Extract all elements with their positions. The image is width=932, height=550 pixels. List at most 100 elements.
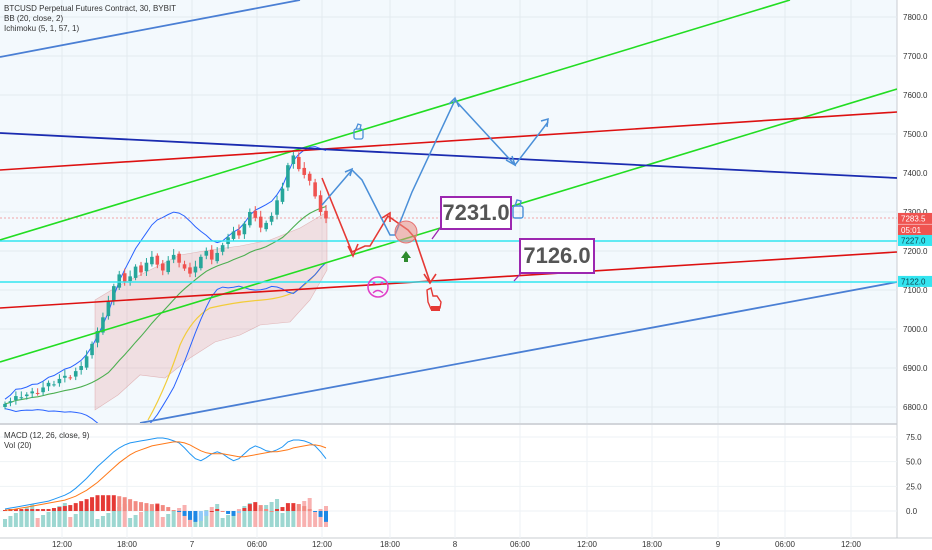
macd-tick-label: 50.0 xyxy=(906,458,922,467)
histogram-bar xyxy=(324,511,328,522)
arrow-head-down-2 xyxy=(423,273,437,285)
histogram-bar xyxy=(84,499,89,511)
volume-bar xyxy=(79,511,84,527)
candle-body xyxy=(182,264,187,269)
volume-bar xyxy=(57,506,62,527)
candle-body xyxy=(106,301,111,317)
candle-body xyxy=(41,387,45,393)
time-tick-label: 06:00 xyxy=(510,540,531,549)
histogram-bar xyxy=(41,509,46,511)
volume-bar xyxy=(307,498,312,527)
histogram-bar xyxy=(204,511,209,516)
volume-bar xyxy=(318,509,323,527)
histogram-bar xyxy=(280,507,285,511)
macd-legend-block: MACD (12, 26, close, 9) Vol (20) xyxy=(4,431,89,451)
histogram-bar xyxy=(13,509,18,511)
green-up-arrow-icon xyxy=(401,251,411,262)
candle-body xyxy=(313,182,317,197)
ichimoku-cloud xyxy=(94,211,328,411)
candle-body xyxy=(122,273,127,283)
volume-bar xyxy=(187,519,192,527)
histogram-bar xyxy=(318,511,323,517)
macd-histogram xyxy=(3,495,328,522)
histogram-bar xyxy=(236,511,241,513)
green-channel-upper[interactable] xyxy=(0,0,791,241)
bollinger-bands xyxy=(4,146,327,423)
histogram-bar xyxy=(95,495,100,511)
red-trendline-upper[interactable] xyxy=(0,111,897,171)
histogram-bar xyxy=(285,503,290,511)
signal-line xyxy=(5,441,327,511)
candle-body xyxy=(307,173,312,181)
ichimoku-legend[interactable]: Ichimoku (5, 1, 57, 1) xyxy=(4,24,80,33)
vol-legend[interactable]: Vol (20) xyxy=(4,441,32,450)
histogram-bar xyxy=(128,499,133,511)
candle-body xyxy=(237,230,241,236)
volume-bar xyxy=(144,509,149,527)
bb-legend[interactable]: BB (20, close, 2) xyxy=(4,14,64,23)
volume-bar xyxy=(171,511,176,527)
target-high-label: 7231.0 xyxy=(442,200,510,225)
macd-grid xyxy=(0,425,897,538)
volume-bar xyxy=(62,503,67,527)
candle-body xyxy=(269,215,274,222)
histogram-bar xyxy=(3,510,7,512)
macd-pane-background xyxy=(0,425,897,538)
histogram-bar xyxy=(198,511,203,521)
price-tick-label: 7000.0 xyxy=(903,325,928,334)
reversal-circle[interactable] xyxy=(394,220,418,244)
histogram-bar xyxy=(171,510,176,512)
red-trendline-lower[interactable] xyxy=(0,251,897,309)
candle-body xyxy=(324,210,328,219)
candle-body xyxy=(242,223,247,235)
histogram-bar xyxy=(122,497,127,511)
histogram-bar xyxy=(264,509,269,511)
blue-trendline-bottom[interactable] xyxy=(139,281,897,423)
target-high-callout[interactable]: 7231.0 xyxy=(440,196,512,230)
price-tick-label: 7100.0 xyxy=(903,286,928,295)
price-axis[interactable]: 7800.0 7700.0 7600.0 7500.0 7400.0 7300.0 7200… xyxy=(903,13,928,412)
candle-body xyxy=(52,384,56,386)
volume-bar xyxy=(139,512,144,527)
volume-bar xyxy=(24,507,29,527)
target-low-callout[interactable]: 7126.0 xyxy=(519,238,595,274)
histogram-bar xyxy=(62,506,67,511)
histogram-bar xyxy=(291,503,296,511)
blue-trendline-top[interactable] xyxy=(0,0,301,58)
histogram-bar xyxy=(275,509,280,511)
macd-axis[interactable]: 75.0 50.0 25.0 0.0 xyxy=(906,433,922,516)
candle-body xyxy=(90,343,94,356)
histogram-bar xyxy=(220,511,225,512)
macd-legend[interactable]: MACD (12, 26, close, 9) xyxy=(4,431,90,440)
candle-body xyxy=(215,252,219,262)
histogram-bar xyxy=(215,509,220,511)
arrow-head-blue-3 xyxy=(505,155,517,167)
volume-bar xyxy=(13,513,18,527)
time-tick-label: 18:00 xyxy=(117,540,138,549)
histogram-bar xyxy=(187,511,192,520)
price-tag-label: 7283.5 xyxy=(901,214,926,223)
volume-bar xyxy=(3,519,7,527)
arrow-head-blue-4 xyxy=(540,117,549,128)
histogram-bar xyxy=(247,504,252,511)
candle-body xyxy=(188,267,192,274)
time-tick-label: 12:00 xyxy=(577,540,598,549)
candle-body xyxy=(275,200,279,215)
navy-trendline[interactable] xyxy=(0,132,897,179)
arrow-head-down-1 xyxy=(347,243,359,258)
volume-bar xyxy=(302,501,307,527)
histogram-bar xyxy=(51,508,56,511)
volume-bar xyxy=(264,505,269,527)
symbol-legend[interactable]: BTCUSD Perpetual Futures Contract, 30, B… xyxy=(4,4,176,34)
volume-bar xyxy=(236,509,241,527)
volume-bar xyxy=(220,518,225,527)
volume-bar xyxy=(46,512,51,527)
volume-bar xyxy=(166,514,171,527)
time-axis[interactable]: 12:00 18:00 7 06:00 12:00 18:00 8 06:00 12:00 18:… xyxy=(52,540,862,549)
candle-body xyxy=(248,212,252,226)
price-tag-label: 7122.0 xyxy=(901,277,926,286)
candle-body xyxy=(8,401,13,403)
histogram-bar xyxy=(160,505,165,511)
price-tick-label: 7200.0 xyxy=(903,247,928,256)
volume-bar xyxy=(226,515,231,527)
